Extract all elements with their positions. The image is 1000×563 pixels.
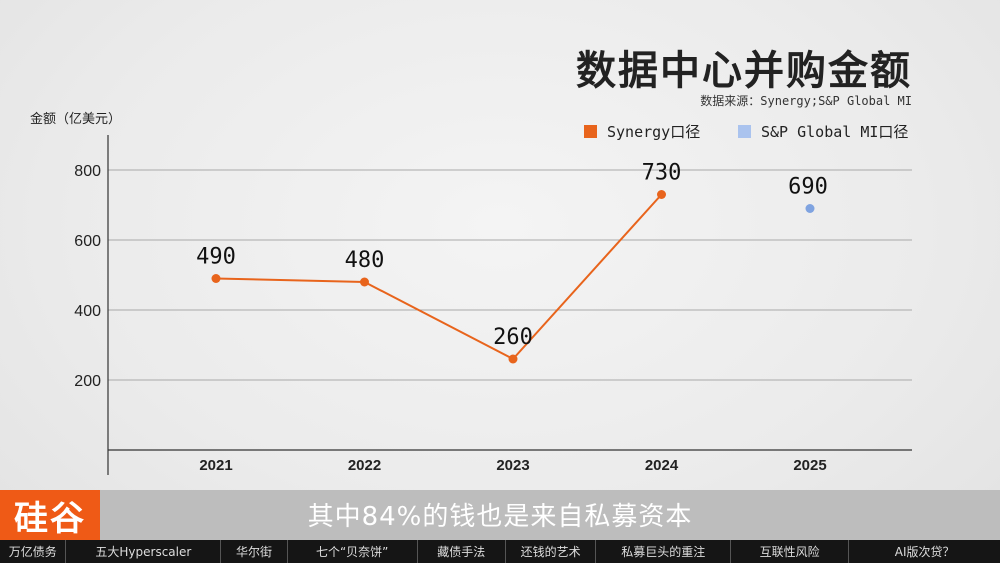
data-label: 260 — [493, 325, 533, 350]
legend-item-synergy: Synergy口径 — [584, 121, 700, 142]
series-line-0 — [215, 193, 663, 361]
y-tick-label: 200 — [74, 373, 101, 390]
video-subtitle: 其中84%的钱也是来自私募资本 — [307, 502, 693, 532]
chapter-item-4[interactable]: 七个“贝奈饼” — [288, 540, 418, 563]
chapter-item-1[interactable]: 万亿债务 — [0, 540, 67, 563]
x-tick-label: 2023 — [496, 457, 529, 474]
chapter-nav: 万亿债务 五大Hyperscaler 华尔街 七个“贝奈饼” 藏债手法 还钱的艺… — [0, 540, 1000, 563]
chapter-item-9[interactable]: AI版次贷？ — [894, 545, 955, 559]
data-point — [805, 204, 815, 213]
chapter-item-7[interactable]: 私募巨头的重注 — [596, 540, 732, 563]
chapter-item-6[interactable]: 还钱的艺术 — [506, 540, 597, 563]
data-label: 480 — [345, 248, 385, 273]
legend-label-synergy: Synergy口径 — [607, 123, 701, 141]
x-tick-label: 2025 — [793, 457, 826, 474]
line-chart: 200 400 600 800 2021 2022 2023 2024 2025 490 480 26… — [74, 135, 912, 475]
chapter-item-5[interactable]: 藏债手法 — [418, 540, 506, 563]
x-tick-label: 2021 — [199, 457, 232, 474]
legend-item-spglobal: S&P Global MI口径 — [738, 121, 908, 142]
chapter-item-8[interactable]: 互联性风险 — [731, 540, 850, 563]
y-tick-label: 400 — [74, 303, 101, 320]
chart-source: 数据来源：Synergy;S&P Global MI — [700, 94, 912, 108]
chart-title: 数据中心并购金额 — [576, 48, 912, 94]
legend-swatch-spglobal — [738, 125, 751, 138]
data-point — [211, 274, 221, 283]
y-axis-unit-label: 金额（亿美元） — [30, 112, 122, 127]
channel-logo: 硅谷 — [0, 490, 100, 540]
data-label: 490 — [196, 245, 236, 270]
legend-swatch-synergy — [584, 125, 597, 138]
caption-bar — [0, 490, 1000, 540]
data-point — [360, 277, 369, 287]
x-tick-label: 2022 — [348, 457, 381, 474]
data-point — [657, 190, 666, 199]
data-point — [508, 354, 518, 364]
data-label: 730 — [642, 161, 682, 186]
chapter-item-2[interactable]: 五大Hyperscaler — [66, 540, 222, 563]
y-tick-label: 800 — [74, 163, 101, 180]
chapter-item-3[interactable]: 华尔街 — [221, 540, 288, 563]
legend-label-spglobal: S&P Global MI口径 — [761, 123, 909, 141]
x-tick-label: 2024 — [645, 457, 679, 474]
data-label: 690 — [788, 175, 828, 200]
y-tick-label: 600 — [74, 233, 101, 250]
